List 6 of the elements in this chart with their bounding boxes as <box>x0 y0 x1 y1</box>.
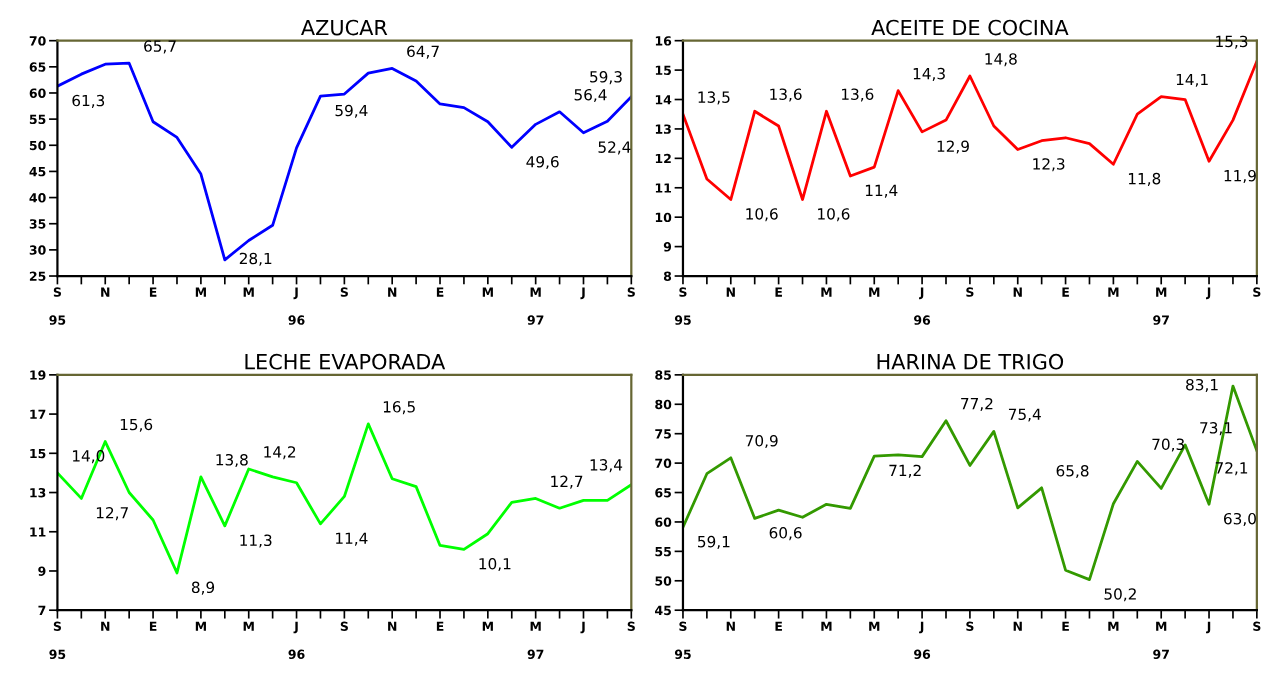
chart-title: AZUCAR <box>301 19 388 36</box>
chart-title: ACEITE DE COCINA <box>871 19 1069 36</box>
chart-title: LECHE EVAPORADA <box>245 353 446 370</box>
line-series <box>57 61 632 262</box>
line-series <box>57 422 632 575</box>
chart-title: HARINA DE TRIGO <box>877 353 1064 370</box>
